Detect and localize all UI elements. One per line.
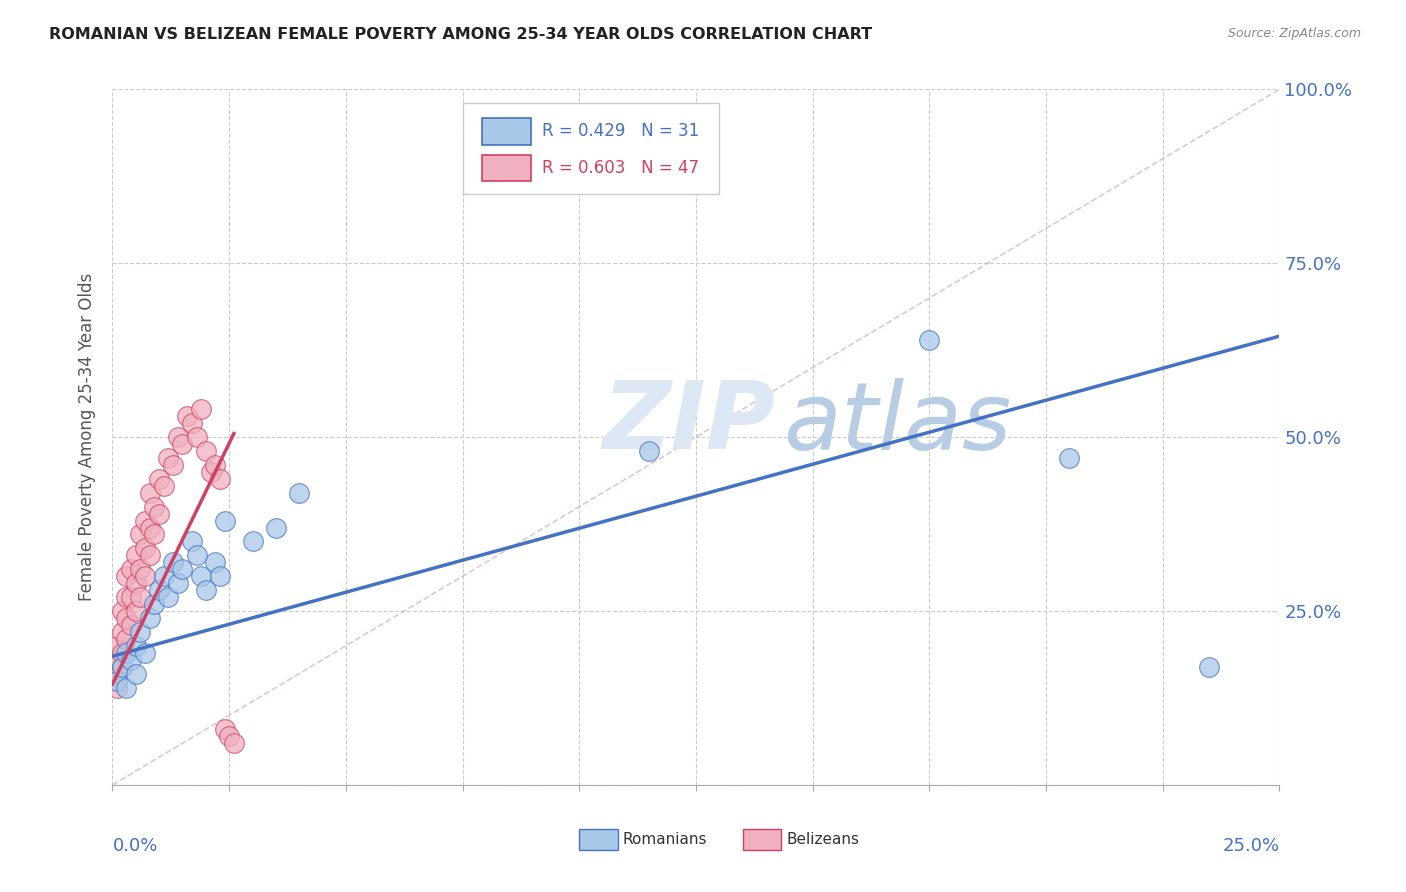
Point	[148, 507, 170, 521]
Point	[120, 653, 142, 667]
Point	[129, 624, 152, 639]
Point	[129, 590, 152, 604]
Point	[1059, 450, 1081, 465]
Point	[125, 639, 148, 653]
Point	[638, 444, 661, 458]
Point	[288, 485, 311, 500]
Text: 0.0%: 0.0%	[112, 837, 157, 855]
Point	[134, 541, 156, 556]
Bar	[742, 829, 782, 850]
Point	[115, 611, 138, 625]
Point	[153, 479, 176, 493]
Point	[139, 549, 162, 563]
Text: R = 0.429   N = 31: R = 0.429 N = 31	[541, 122, 699, 140]
Point	[148, 472, 170, 486]
Text: Belizeans: Belizeans	[787, 831, 860, 847]
Point	[120, 562, 142, 576]
Text: atlas: atlas	[783, 377, 1012, 468]
Point	[208, 472, 231, 486]
Point	[208, 569, 231, 583]
FancyBboxPatch shape	[463, 103, 720, 194]
Text: 25.0%: 25.0%	[1222, 837, 1279, 855]
Point	[172, 562, 194, 576]
Point	[111, 624, 134, 639]
Point	[134, 646, 156, 660]
Point	[214, 723, 236, 737]
Text: R = 0.603   N = 47: R = 0.603 N = 47	[541, 159, 699, 177]
Bar	[482, 119, 531, 145]
Point	[115, 646, 138, 660]
Point	[190, 402, 212, 417]
Point	[125, 576, 148, 591]
Point	[111, 659, 134, 673]
Point	[120, 590, 142, 604]
Point	[176, 409, 198, 424]
Point	[105, 653, 128, 667]
Point	[111, 604, 134, 618]
Point	[111, 659, 134, 673]
Y-axis label: Female Poverty Among 25-34 Year Olds: Female Poverty Among 25-34 Year Olds	[77, 273, 96, 601]
Point	[125, 666, 148, 681]
Point	[129, 527, 152, 541]
Point	[214, 514, 236, 528]
Point	[186, 430, 208, 444]
Point	[139, 611, 162, 625]
Point	[105, 666, 128, 681]
Point	[180, 534, 202, 549]
Point	[125, 604, 148, 618]
Point	[153, 569, 176, 583]
Point	[115, 569, 138, 583]
Point	[139, 520, 162, 534]
Point	[218, 729, 240, 743]
Point	[105, 673, 128, 688]
Point	[115, 681, 138, 695]
Point	[143, 597, 166, 611]
Point	[157, 590, 180, 604]
Point	[204, 458, 226, 472]
Point	[148, 583, 170, 598]
Point	[186, 549, 208, 563]
Text: Romanians: Romanians	[623, 831, 707, 847]
Point	[242, 534, 264, 549]
Point	[105, 639, 128, 653]
Point	[194, 583, 217, 598]
Point	[134, 569, 156, 583]
Point	[157, 450, 180, 465]
Point	[162, 458, 184, 472]
Point	[194, 444, 217, 458]
Point	[190, 569, 212, 583]
Point	[139, 485, 162, 500]
Point	[120, 618, 142, 632]
Point	[222, 736, 245, 750]
Point	[115, 590, 138, 604]
Point	[1198, 659, 1220, 673]
Point	[166, 430, 188, 444]
Point	[162, 555, 184, 569]
Point	[166, 576, 188, 591]
Point	[111, 646, 134, 660]
Point	[143, 500, 166, 514]
Point	[204, 555, 226, 569]
Point	[129, 562, 152, 576]
Point	[134, 514, 156, 528]
Point	[918, 333, 941, 347]
Point	[180, 416, 202, 430]
Text: Source: ZipAtlas.com: Source: ZipAtlas.com	[1227, 27, 1361, 40]
Point	[143, 527, 166, 541]
Bar	[482, 154, 531, 181]
Point	[200, 465, 222, 479]
Point	[125, 549, 148, 563]
Point	[105, 681, 128, 695]
Point	[115, 632, 138, 646]
Point	[172, 437, 194, 451]
Text: ZIP: ZIP	[603, 377, 776, 469]
Bar	[579, 829, 617, 850]
Point	[264, 520, 287, 534]
Text: ROMANIAN VS BELIZEAN FEMALE POVERTY AMONG 25-34 YEAR OLDS CORRELATION CHART: ROMANIAN VS BELIZEAN FEMALE POVERTY AMON…	[49, 27, 872, 42]
